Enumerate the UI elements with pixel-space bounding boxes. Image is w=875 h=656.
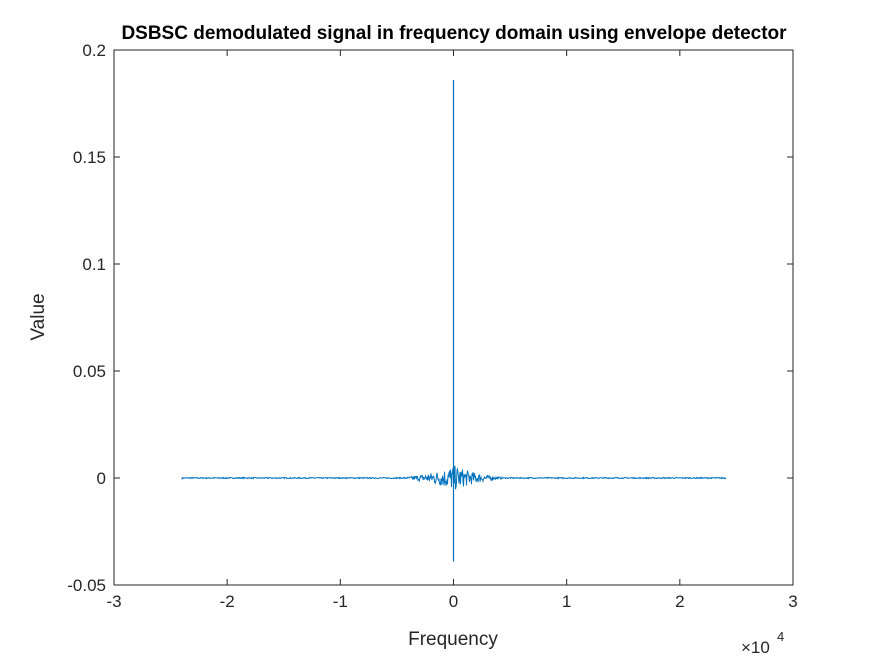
chart-title: DSBSC demodulated signal in frequency do… [121,23,787,44]
axis-ticks [113,49,794,586]
axis-tick-labels: -3 -2 -1 0 1 2 3 -0.05 0 0.05 0.1 0.15 0.2 [67,41,797,611]
x-tick-label: 2 [675,592,684,611]
y-tick-label: 0.05 [73,362,106,381]
x-tick-label: 1 [562,592,571,611]
x-multiplier-exponent: 4 [777,629,784,644]
y-tick-label: 0 [97,469,106,488]
x-axis-multiplier: ×10 4 [741,629,784,656]
x-tick-label: 0 [449,592,458,611]
y-tick-label: 0.15 [73,148,106,167]
x-tick-label: -1 [333,592,348,611]
x-axis-label: Frequency [408,629,498,650]
x-tick-label: -3 [106,592,121,611]
series-group [181,79,727,562]
y-tick-label: 0.1 [82,255,106,274]
y-tick-label: -0.05 [67,576,106,595]
x-tick-label: 3 [788,592,797,611]
x-multiplier-base: ×10 [741,638,770,656]
y-tick-label: 0.2 [82,41,106,60]
y-axis-label: Value [28,293,49,340]
x-tick-label: -2 [220,592,235,611]
